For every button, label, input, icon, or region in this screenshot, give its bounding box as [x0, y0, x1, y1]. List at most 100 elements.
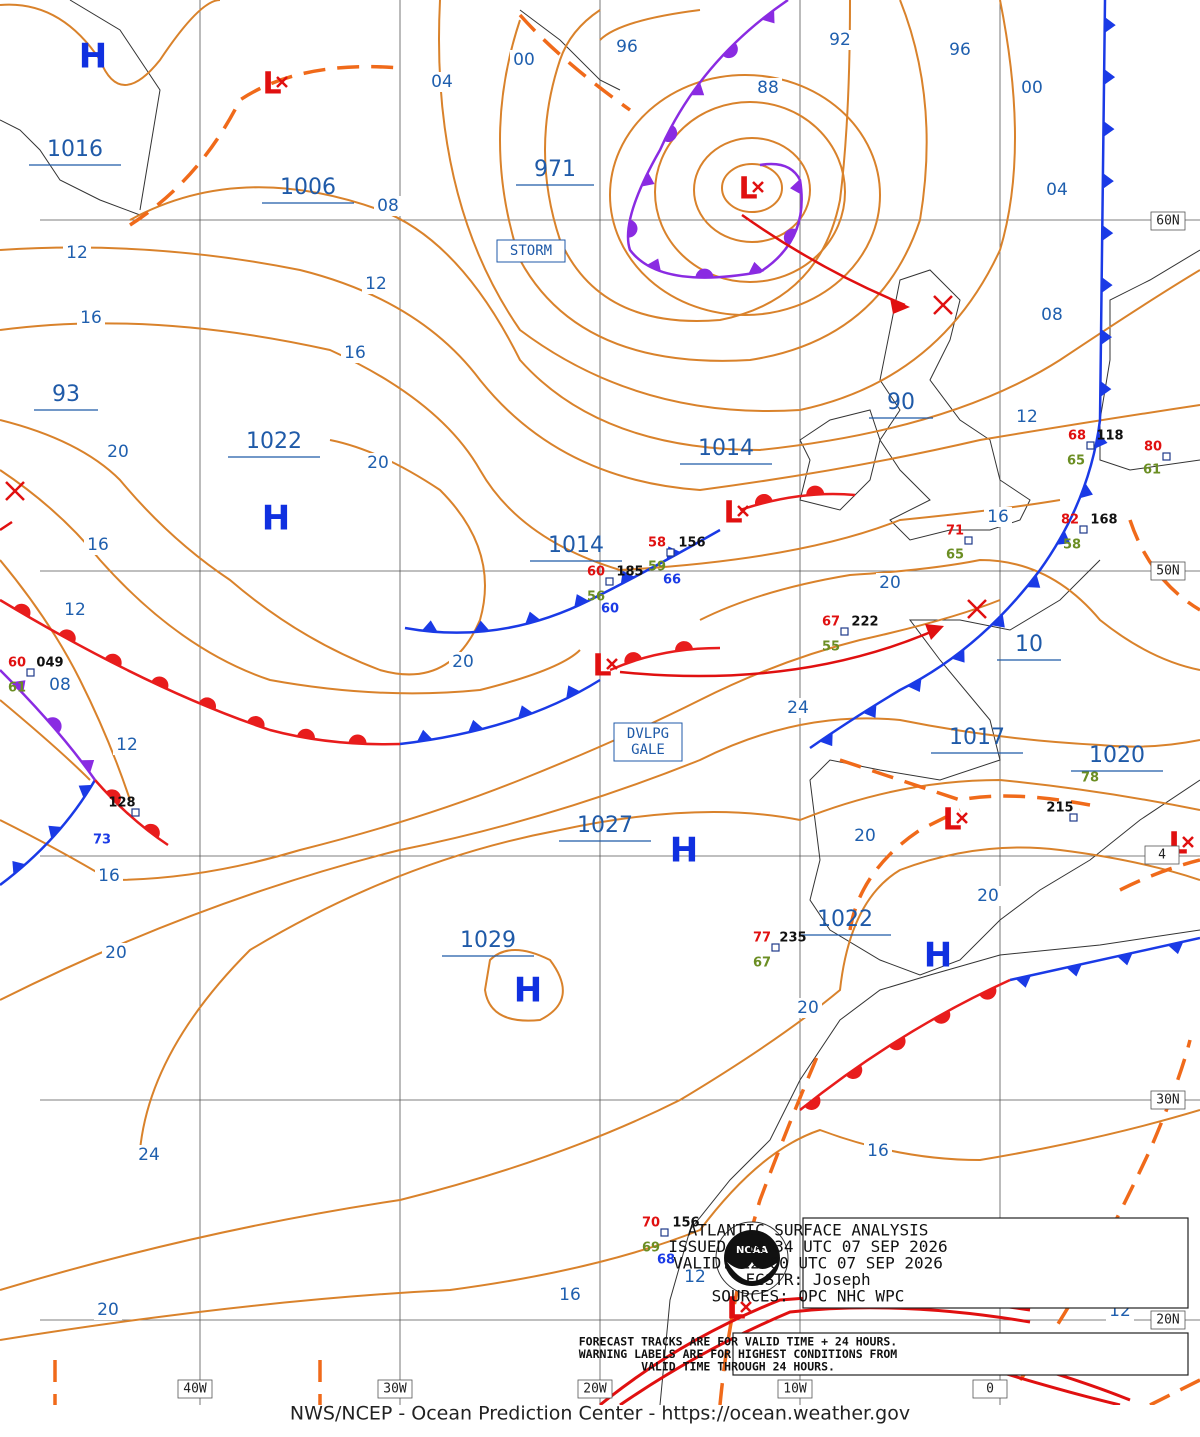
warning-label: GALE: [631, 742, 665, 758]
front-symbol: [416, 729, 433, 742]
pressure-label: 1006: [280, 175, 336, 200]
isobar: [438, 0, 1016, 412]
front-semicircle: [695, 268, 714, 278]
front-triangle: [525, 611, 541, 625]
front-triangle: [907, 678, 922, 692]
front-triangle: [1116, 952, 1133, 966]
isobar: [0, 246, 1200, 492]
isobar: [654, 101, 846, 283]
isobar: [0, 322, 1061, 572]
front-triangle: [518, 705, 534, 719]
station-value: 65: [946, 548, 964, 563]
station-value: 60: [8, 656, 26, 671]
front-triangle: [1015, 975, 1032, 988]
front-triangle: [1079, 483, 1093, 499]
front-semicircle: [675, 641, 694, 652]
low-x: [740, 1301, 752, 1313]
front-symbol: [1116, 952, 1133, 966]
isobar-label: 24: [787, 698, 809, 718]
isobar: [139, 778, 1200, 1151]
grid-label-bg: [1144, 845, 1180, 865]
station-value: 185: [616, 565, 643, 580]
isobar: [129, 186, 1200, 452]
front-triangle: [473, 620, 490, 633]
grid-label-bg: [177, 1379, 213, 1399]
label-bg: [1018, 78, 1046, 98]
low-center: L: [262, 67, 281, 102]
track: [741, 213, 906, 307]
cold-front: [809, 0, 1107, 750]
trough: [839, 758, 1091, 807]
front-symbol: [143, 823, 160, 839]
front-symbol: [80, 760, 95, 774]
label-bg: [428, 72, 456, 92]
label-bg: [449, 652, 477, 672]
front-symbol: [907, 678, 922, 692]
front-triangle: [1056, 530, 1071, 545]
isobar-label: 20: [107, 442, 129, 462]
label-bg: [876, 573, 904, 593]
front-symbol: [48, 825, 62, 840]
front-triangle: [951, 648, 965, 663]
low-center: L: [723, 496, 742, 531]
front-triangle: [78, 784, 93, 799]
front-semicircle: [806, 485, 825, 496]
front-semicircle: [804, 1095, 821, 1110]
station-value: 60: [587, 565, 605, 580]
isobar-label: 16: [987, 507, 1009, 527]
warning-box: [496, 239, 566, 263]
high-center: H: [262, 499, 290, 539]
front-symbol: [12, 861, 26, 875]
label-bg: [94, 1300, 122, 1320]
front-triangle: [1066, 964, 1082, 977]
label-bg: [510, 50, 538, 70]
isobar-label: 00: [1021, 78, 1043, 98]
front-symbol: [690, 82, 705, 96]
front-symbol: [806, 485, 825, 496]
front-symbol: [421, 620, 438, 633]
front-symbol: [979, 986, 997, 1000]
isobar-label: 20: [977, 886, 999, 906]
isobar: [544, 0, 851, 322]
isobar: [721, 163, 783, 213]
isobar: [0, 717, 1200, 1001]
grid-label: 60N: [1156, 214, 1179, 229]
front-triangle: [641, 172, 655, 187]
front-triangle: [12, 861, 26, 875]
label-bg: [681, 1267, 709, 1287]
station-value: 55: [822, 640, 840, 655]
front-triangle: [620, 570, 635, 585]
pressure-label: 1016: [47, 137, 103, 162]
label-bg: [77, 308, 105, 328]
grid-label: 20N: [1156, 1313, 1179, 1328]
front-symbol: [1104, 16, 1116, 33]
station-value: 168: [1090, 513, 1117, 528]
front-triangle: [1103, 68, 1116, 85]
label-bg: [95, 866, 123, 886]
high-center: H: [514, 971, 542, 1011]
track-arrow: [925, 624, 944, 640]
label-bg: [864, 1141, 892, 1161]
front-triangle: [1102, 172, 1114, 189]
isobar-label: 16: [80, 308, 102, 328]
front-symbol: [473, 620, 490, 633]
front-symbol: [748, 261, 765, 275]
station-value: 59: [648, 560, 666, 575]
front-triangle: [748, 261, 765, 275]
front-symbol: [951, 648, 965, 663]
grid-label-bg: [972, 1379, 1008, 1399]
front-semicircle: [348, 734, 367, 744]
label-bg: [851, 826, 879, 846]
front-semicircle: [624, 652, 642, 664]
front-triangle: [646, 258, 661, 272]
front-triangle: [416, 729, 433, 742]
grid-label: 0: [986, 1382, 994, 1397]
front-semicircle: [783, 228, 797, 246]
label-bg: [341, 343, 369, 363]
front-triangle: [690, 82, 705, 96]
pressure-label: 90: [887, 390, 915, 415]
front-symbol: [991, 613, 1005, 628]
grid-label-bg: [1150, 1310, 1186, 1330]
isobar-label: 12: [116, 735, 138, 755]
trough: [518, 13, 632, 112]
